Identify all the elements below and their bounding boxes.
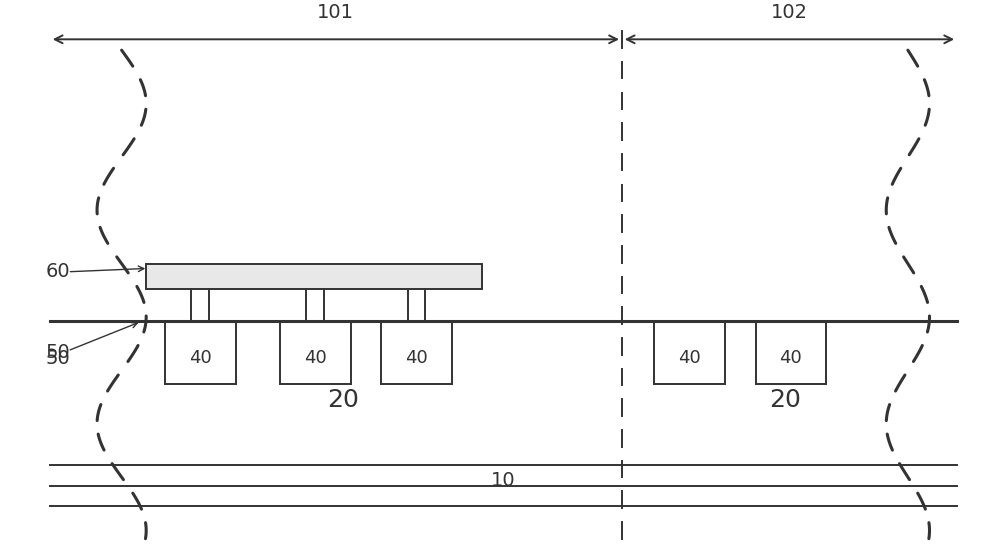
Text: 20: 20 (327, 388, 359, 412)
Text: 40: 40 (304, 348, 327, 367)
Text: 40: 40 (189, 348, 212, 367)
Text: 50: 50 (46, 349, 71, 368)
Text: 10: 10 (491, 471, 516, 490)
Text: 20: 20 (769, 388, 801, 412)
Text: 40: 40 (678, 348, 701, 367)
Text: 102: 102 (771, 3, 808, 22)
Text: 40: 40 (780, 348, 802, 367)
Text: 50: 50 (46, 343, 71, 362)
Text: 101: 101 (317, 3, 354, 22)
FancyBboxPatch shape (146, 264, 482, 289)
Text: 40: 40 (405, 348, 428, 367)
Text: 60: 60 (46, 262, 71, 282)
